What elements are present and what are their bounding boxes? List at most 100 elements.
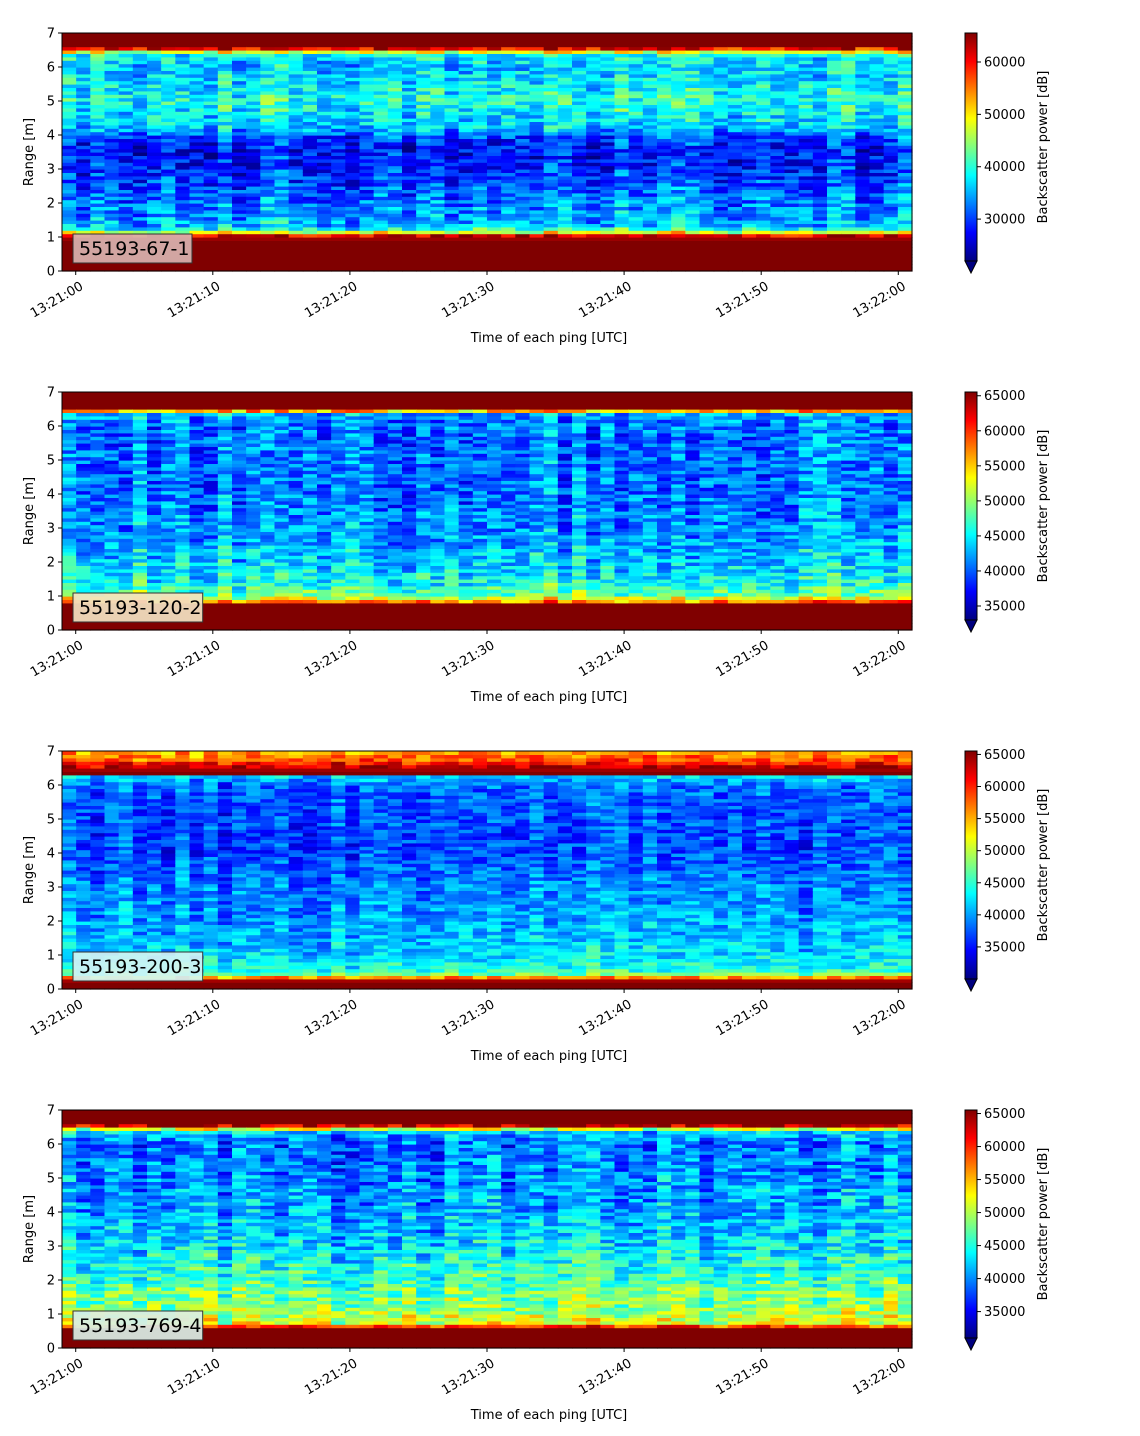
heatmap-cell [359, 237, 375, 241]
heatmap-cell [288, 77, 304, 82]
heatmap-cell [260, 33, 276, 37]
heatmap-cell [232, 111, 247, 116]
heatmap-cell [118, 70, 134, 75]
heatmap-cell [302, 118, 318, 122]
heatmap-cell [331, 70, 346, 75]
heatmap-cell [444, 107, 460, 112]
heatmap-cell [444, 216, 460, 221]
heatmap-cell [232, 220, 247, 224]
heatmap-cell [260, 114, 276, 119]
heatmap-cell [359, 33, 375, 37]
heatmap-cell [671, 233, 686, 238]
heatmap-cell [472, 199, 488, 204]
heatmap-cell [62, 247, 77, 252]
heatmap-cell [642, 148, 658, 153]
heatmap-cell [104, 148, 120, 153]
heatmap-cell [416, 124, 431, 129]
heatmap-cell [260, 186, 276, 190]
heatmap-cell [189, 419, 205, 424]
heatmap-cell [246, 230, 261, 235]
x-tick-label: 13:21:20 [302, 279, 360, 321]
heatmap-cell [387, 233, 403, 238]
heatmap-cell [76, 419, 91, 424]
heatmap-cell [444, 33, 460, 37]
heatmap-cell [118, 152, 134, 156]
heatmap-cell [458, 165, 474, 170]
heatmap-cell [118, 36, 134, 41]
heatmap-cell [416, 260, 431, 265]
heatmap-cell [302, 179, 318, 184]
heatmap-cell [246, 90, 261, 95]
heatmap-cell [175, 33, 191, 37]
heatmap-cell [189, 453, 205, 458]
heatmap-cell [387, 182, 403, 187]
heatmap-cell [487, 46, 502, 51]
heatmap-cell [260, 67, 276, 71]
heatmap-cell [260, 135, 276, 139]
heatmap-cell [260, 223, 276, 228]
heatmap-cell [76, 50, 91, 54]
heatmap-cell [515, 131, 531, 136]
heatmap-cell [76, 172, 91, 177]
heatmap-cell [331, 46, 346, 51]
heatmap-cell [387, 162, 403, 167]
heatmap-cell [402, 135, 417, 139]
heatmap-cell [657, 158, 672, 163]
heatmap-cell [841, 250, 856, 255]
heatmap-cell [345, 60, 361, 65]
heatmap-cell [387, 199, 403, 204]
heatmap-cell [189, 60, 205, 65]
heatmap-cell [317, 90, 332, 95]
heatmap-cell [402, 63, 417, 68]
heatmap-cell [402, 101, 417, 105]
heatmap-cell [600, 209, 616, 214]
heatmap-cell [444, 237, 460, 241]
heatmap-cell [642, 209, 658, 214]
heatmap-cell [402, 267, 417, 272]
heatmap-cell [90, 436, 106, 441]
heatmap-cell [331, 264, 346, 269]
heatmap-cell [402, 152, 417, 156]
heatmap-cell [260, 63, 276, 68]
heatmap-cell [147, 145, 162, 150]
heatmap-cell [189, 237, 205, 241]
heatmap-cell [274, 213, 290, 218]
heatmap-cell [161, 70, 176, 75]
heatmap [62, 33, 913, 272]
heatmap-cell [90, 182, 106, 187]
heatmap-cell [430, 189, 446, 194]
heatmap-cell [189, 73, 205, 78]
heatmap-cell [260, 243, 276, 248]
heatmap-cell [586, 199, 601, 204]
heatmap-cell [501, 226, 516, 231]
heatmap-cell [345, 145, 361, 150]
heatmap-cell [685, 33, 701, 37]
heatmap-cell [246, 233, 261, 238]
heatmap-cell [657, 226, 672, 231]
heatmap-cell [756, 250, 771, 255]
heatmap-cell [302, 111, 318, 116]
heatmap-cell [118, 189, 134, 194]
heatmap-cell [232, 209, 247, 214]
heatmap-cell [104, 80, 120, 85]
heatmap-cell [699, 216, 715, 221]
heatmap-cell [557, 131, 573, 136]
heatmap-cell [444, 111, 460, 116]
heatmap-cell [118, 175, 134, 180]
heatmap-cell [147, 220, 162, 224]
heatmap-cell [132, 192, 148, 197]
heatmap-cell [189, 213, 205, 218]
heatmap-cell [217, 94, 233, 99]
heatmap-cell [175, 56, 191, 61]
heatmap-cell [345, 56, 361, 61]
heatmap-cell [359, 131, 375, 136]
heatmap-cell [302, 203, 318, 207]
heatmap-cell [288, 80, 304, 85]
heatmap-cell [402, 73, 417, 78]
heatmap-cell [288, 104, 304, 109]
heatmap-cell [430, 39, 446, 44]
heatmap-cell [132, 63, 148, 68]
heatmap-cell [402, 46, 417, 51]
heatmap-cell [402, 182, 417, 187]
heatmap-cell [402, 80, 417, 85]
